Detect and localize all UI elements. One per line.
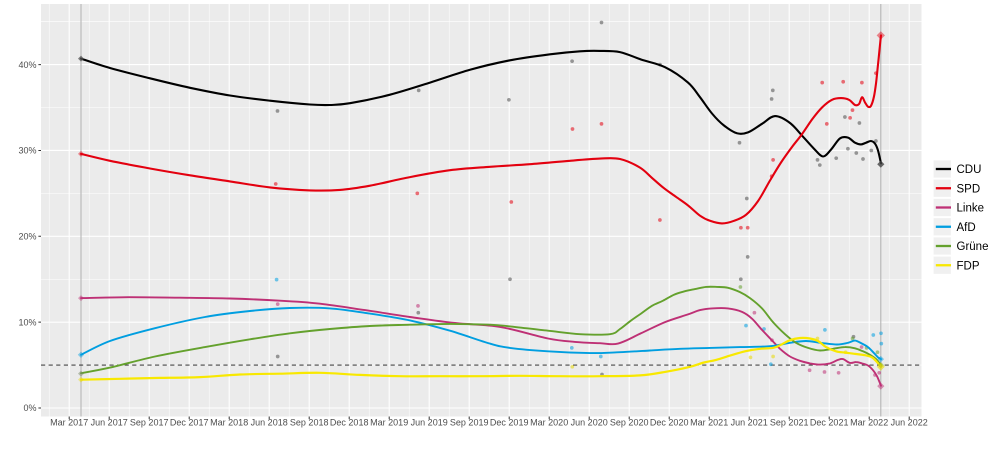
svg-text:Dec 2019: Dec 2019	[490, 418, 529, 428]
svg-text:Sep 2019: Sep 2019	[450, 418, 489, 428]
svg-text:Jun 2022: Jun 2022	[891, 418, 928, 428]
svg-text:Dec 2021: Dec 2021	[810, 418, 849, 428]
svg-text:CDU: CDU	[957, 164, 982, 176]
svg-text:Mar 2022: Mar 2022	[850, 418, 888, 428]
svg-text:Sep 2021: Sep 2021	[770, 418, 809, 428]
svg-text:AfD: AfD	[957, 222, 976, 234]
svg-text:30%: 30%	[18, 146, 36, 156]
svg-text:Sep 2017: Sep 2017	[130, 418, 169, 428]
svg-text:FDP: FDP	[957, 260, 980, 272]
svg-text:20%: 20%	[18, 232, 36, 242]
svg-text:Sep 2018: Sep 2018	[290, 418, 329, 428]
svg-text:10%: 10%	[18, 317, 36, 327]
svg-text:Jun 2018: Jun 2018	[251, 418, 288, 428]
svg-text:SPD: SPD	[957, 183, 981, 195]
svg-text:Dec 2020: Dec 2020	[650, 418, 689, 428]
svg-text:Sep 2020: Sep 2020	[610, 418, 649, 428]
svg-text:Grüne: Grüne	[957, 241, 989, 253]
svg-text:Jun 2020: Jun 2020	[571, 418, 608, 428]
svg-text:Jun 2021: Jun 2021	[731, 418, 768, 428]
svg-text:40%: 40%	[18, 60, 36, 70]
svg-text:Jun 2017: Jun 2017	[91, 418, 128, 428]
svg-text:Mar 2017: Mar 2017	[50, 418, 88, 428]
svg-text:Linke: Linke	[957, 203, 985, 215]
svg-text:Mar 2019: Mar 2019	[370, 418, 408, 428]
svg-text:Dec 2017: Dec 2017	[170, 418, 209, 428]
svg-text:Mar 2018: Mar 2018	[210, 418, 248, 428]
svg-text:Mar 2020: Mar 2020	[530, 418, 568, 428]
svg-text:Jun 2019: Jun 2019	[411, 418, 448, 428]
svg-text:0%: 0%	[23, 403, 36, 413]
svg-text:Mar 2021: Mar 2021	[690, 418, 728, 428]
svg-text:Dec 2018: Dec 2018	[330, 418, 369, 428]
